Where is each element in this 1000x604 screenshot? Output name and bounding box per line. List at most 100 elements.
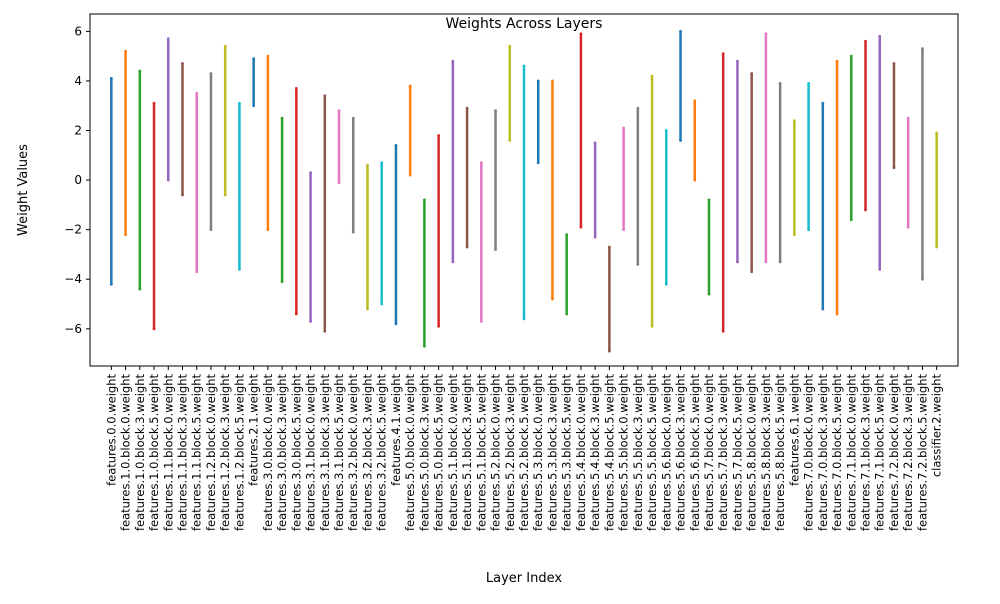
- weight-max-point: [252, 57, 256, 61]
- x-axis-label: Layer Index: [486, 571, 562, 586]
- y-tick-label: −6: [64, 322, 82, 336]
- weight-max-point: [878, 34, 882, 38]
- layer-series: [921, 47, 924, 281]
- weight-min-point: [906, 225, 910, 229]
- weight-min-point: [821, 307, 825, 311]
- layer-series: [408, 84, 412, 177]
- weight-max-point: [209, 72, 213, 75]
- x-tick-label: features.7.0.block.5.weight: [830, 374, 844, 532]
- weight-min-point: [607, 349, 611, 353]
- x-tick-label: features.1.2.block.0.weight: [204, 374, 218, 532]
- x-tick-label: features.5.2.block.5.weight: [517, 374, 531, 532]
- layer-series: [693, 99, 697, 182]
- x-tick-label: features.1.0.block.0.weight: [119, 374, 133, 532]
- x-tick-label: features.5.8.block.3.weight: [759, 374, 773, 532]
- layer-series: [323, 94, 327, 333]
- weight-min-point: [380, 302, 384, 306]
- x-tick-label: features.1.1.block.0.weight: [161, 374, 175, 532]
- layer-series: [394, 143, 398, 326]
- weight-min-point: [565, 312, 569, 316]
- weight-max-point: [195, 91, 199, 95]
- weight-min-point: [479, 319, 483, 323]
- x-tick-label: features.6.1.weight: [787, 374, 801, 486]
- x-tick-label: features.5.5.block.5.weight: [645, 374, 659, 532]
- x-tick-label: features.5.6.block.5.weight: [688, 374, 702, 532]
- weight-min-point: [892, 166, 896, 170]
- layer-series: [280, 116, 284, 284]
- weight-max-point: [565, 233, 569, 237]
- layer-series: [366, 163, 369, 311]
- weight-max-point: [750, 72, 754, 75]
- layer-series: [707, 198, 711, 296]
- layer-series: [636, 106, 640, 266]
- weight-max-point: [935, 131, 939, 135]
- weight-max-point: [551, 79, 554, 83]
- weight-min-point: [792, 233, 796, 237]
- weight-min-point: [593, 235, 597, 239]
- weight-max-point: [465, 106, 469, 110]
- x-axis: features.0.0.weight features.1.0.block.0.…: [104, 366, 944, 532]
- weight-max-point: [864, 39, 867, 43]
- weight-max-point: [337, 109, 341, 113]
- weight-min-point: [181, 193, 184, 197]
- weight-min-point: [579, 225, 583, 229]
- layer-series: [223, 44, 227, 197]
- weight-max-point: [323, 94, 327, 98]
- weight-max-point: [693, 99, 697, 103]
- weight-min-point: [366, 307, 369, 311]
- weight-max-point: [309, 171, 312, 175]
- weight-min-point: [650, 324, 654, 328]
- weight-max-point: [679, 29, 682, 33]
- weight-min-point: [835, 312, 839, 316]
- weight-max-point: [593, 141, 597, 145]
- x-tick-label: features.0.0.weight: [104, 374, 118, 486]
- weight-min-point: [223, 193, 227, 197]
- x-tick-label: features.5.7.block.5.weight: [730, 374, 744, 532]
- weight-max-point: [422, 198, 426, 202]
- layer-series: [679, 29, 682, 142]
- x-tick-label: features.5.4.block.0.weight: [574, 374, 588, 532]
- weight-min-point: [465, 245, 469, 249]
- x-tick-label: features.5.2.block.3.weight: [503, 374, 517, 532]
- weight-max-point: [849, 54, 853, 58]
- x-tick-label: features.5.4.block.3.weight: [588, 374, 602, 532]
- x-tick-label: features.7.1.block.3.weight: [859, 374, 873, 532]
- layer-series: [294, 86, 298, 316]
- layer-series: [935, 131, 939, 249]
- layer-series: [593, 141, 597, 239]
- y-axis-label: Weight Values: [16, 144, 31, 236]
- weight-min-point: [679, 139, 682, 142]
- weight-min-point: [238, 267, 241, 271]
- layer-series: [778, 82, 782, 264]
- y-tick-label: 4: [74, 74, 82, 88]
- y-tick-label: 2: [74, 124, 82, 138]
- layer-series: [522, 64, 526, 321]
- weight-min-point: [394, 322, 398, 326]
- weight-min-point: [849, 218, 853, 222]
- weight-max-point: [223, 44, 227, 48]
- layer-series: [238, 101, 241, 271]
- x-tick-label: features.5.8.block.5.weight: [773, 374, 787, 532]
- weight-min-point: [109, 282, 113, 286]
- layer-series: [821, 101, 825, 311]
- layer-series: [166, 37, 170, 182]
- weight-max-point: [166, 37, 170, 41]
- x-tick-label: features.5.7.block.3.weight: [716, 374, 730, 532]
- x-tick-label: features.5.6.block.0.weight: [659, 374, 673, 532]
- x-tick-label: features.5.0.block.5.weight: [432, 374, 446, 532]
- layer-series: [465, 106, 469, 249]
- weight-max-point: [736, 59, 739, 63]
- weight-min-point: [778, 260, 782, 264]
- layer-series: [252, 57, 256, 108]
- weight-max-point: [522, 64, 526, 68]
- weight-min-point: [622, 228, 626, 232]
- x-tick-label: features.5.4.block.5.weight: [602, 374, 616, 532]
- weight-max-point: [238, 101, 241, 105]
- weight-min-point: [878, 267, 882, 271]
- layer-series: [309, 171, 312, 323]
- x-tick-label: features.3.0.block.0.weight: [261, 374, 275, 532]
- layer-series: [508, 44, 512, 142]
- weight-min-point: [536, 161, 540, 165]
